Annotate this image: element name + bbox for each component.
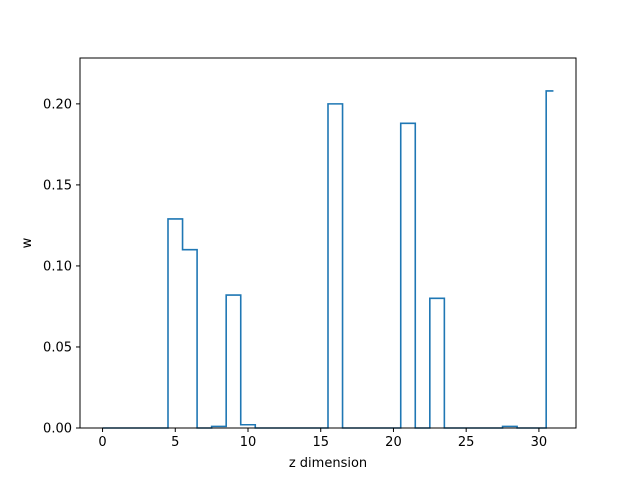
y-tick-label: 0.00 [43, 422, 72, 437]
x-axis-label: z dimension [289, 456, 367, 471]
x-tick-label: 10 [240, 435, 257, 450]
y-tick-label: 0.15 [43, 178, 72, 193]
x-tick-label: 20 [385, 435, 402, 450]
y-tick-label: 0.20 [43, 97, 72, 112]
y-axis-label: w [20, 237, 35, 248]
y-axis-ticks: 0.00 0.05 0.10 0.15 0.20 [43, 97, 80, 437]
y-tick-label: 0.05 [43, 340, 72, 355]
x-tick-label: 5 [171, 435, 179, 450]
x-tick-label: 30 [531, 435, 548, 450]
y-tick-label: 0.10 [43, 259, 72, 274]
x-tick-label: 25 [458, 435, 475, 450]
x-tick-label: 15 [312, 435, 329, 450]
x-tick-label: 0 [98, 435, 106, 450]
x-axis-ticks: 0 5 10 15 20 25 30 [98, 428, 547, 450]
axes-frame [79, 57, 577, 429]
